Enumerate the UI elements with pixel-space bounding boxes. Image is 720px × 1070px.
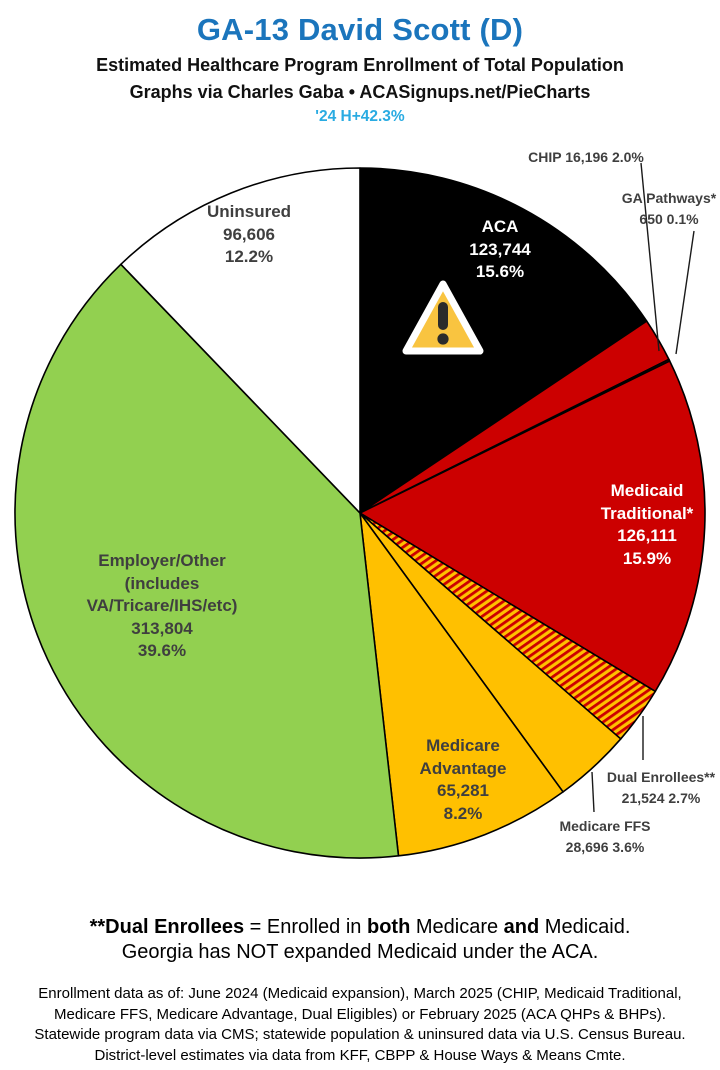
label-aca: ACA 123,744 15.6% bbox=[469, 217, 531, 281]
label-uninsured: Uninsured 96,606 12.2% bbox=[206, 202, 292, 266]
growth-note: '24 H+42.3% bbox=[315, 108, 405, 125]
ga-pathways-leader-line bbox=[675, 230, 695, 355]
medicaid-expansion-note: Georgia has NOT expanded Medicaid under … bbox=[121, 941, 599, 963]
label-medicare-advantage: Medicare Advantage 65,281 8.2% bbox=[419, 736, 507, 823]
pie-slice-medicaid-traditional bbox=[359, 360, 706, 693]
pie-slice-uninsured bbox=[120, 167, 361, 514]
page-title: GA-13 David Scott (D) bbox=[196, 12, 524, 47]
medicare-ffs-leader-line bbox=[591, 771, 595, 813]
attribution-byline: Graphs via Charles Gaba • ACASignups.net… bbox=[129, 82, 591, 102]
label-chip: CHIP 16,196 2.0% bbox=[528, 149, 644, 165]
pie-slices bbox=[14, 167, 706, 859]
label-employer-other: Employer/Other (includes VA/Tricare/IHS/… bbox=[86, 551, 238, 660]
label-dual-enrollees: Dual Enrollees** 21,524 2.7% bbox=[606, 769, 716, 806]
label-ga-pathways: GA Pathways* 650 0.1% bbox=[621, 190, 717, 227]
label-medicare-ffs: Medicare FFS 28,696 3.6% bbox=[559, 818, 651, 855]
chart-subtitle: Estimated Healthcare Program Enrollment … bbox=[96, 55, 624, 75]
pie-slice-medicare-advantage bbox=[359, 512, 564, 857]
leader-lines bbox=[591, 162, 695, 813]
label-medicaid-traditional: Medicaid Traditional* 126,111 15.9% bbox=[600, 481, 694, 568]
pie-slice-aca bbox=[359, 167, 648, 514]
header: GA-13 David Scott (D) Estimated Healthca… bbox=[0, 0, 720, 126]
warning-icon bbox=[402, 280, 484, 355]
chip-leader-line bbox=[640, 162, 660, 352]
dual-enrollees-footnote: **Dual Enrollees = Enrolled in both Medi… bbox=[89, 916, 631, 938]
pie-slice-employer-other bbox=[14, 263, 400, 859]
data-sources-note: Enrollment data as of: June 2024 (Medica… bbox=[34, 985, 686, 1065]
